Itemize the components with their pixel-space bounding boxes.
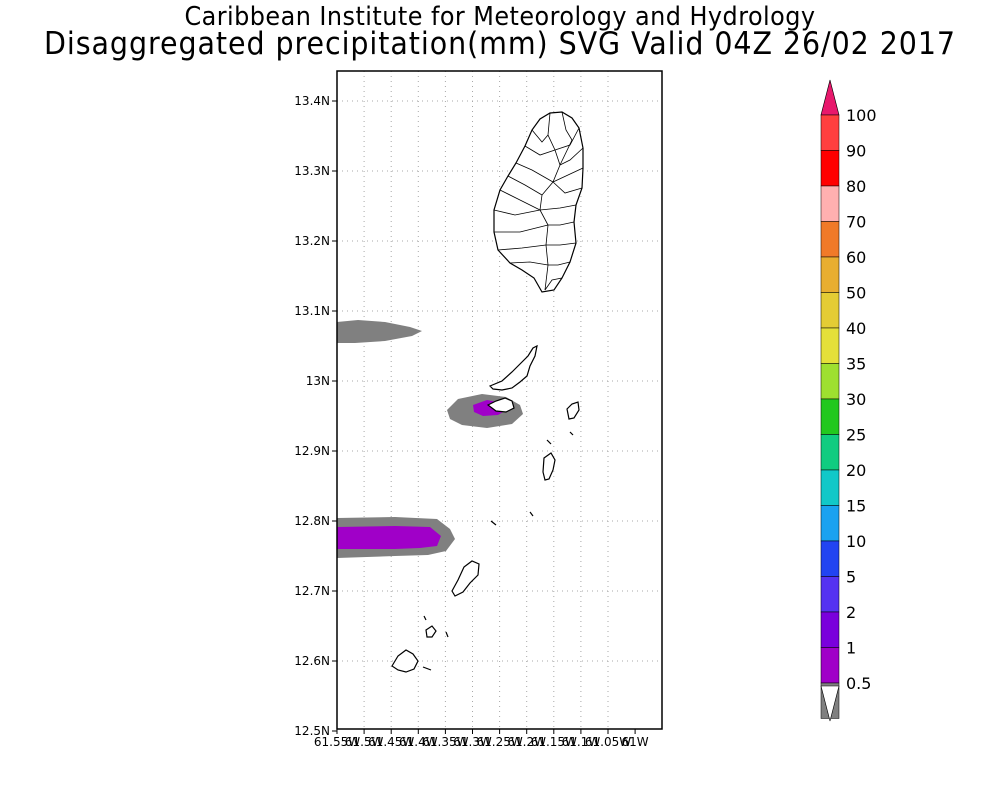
colorbar-box	[820, 611, 840, 648]
lat-tick-label: 13N	[306, 374, 330, 388]
islet-canouan-south	[529, 511, 534, 517]
precipitation-layer	[337, 320, 523, 558]
colorbar-bottom-arrow	[820, 685, 840, 722]
colorbar-box	[820, 469, 840, 506]
lon-tick-label: 61.45W	[368, 735, 414, 749]
lon-tick-label: 61W	[622, 735, 649, 749]
colorbar-label: 25	[846, 426, 866, 445]
lat-tick-label: 13.3N	[294, 164, 330, 178]
st-vincent-watersheds	[493, 111, 584, 291]
lat-tick-label: 12.7N	[294, 584, 330, 598]
colorbar-box	[820, 292, 840, 329]
colorbar-label: 35	[846, 355, 866, 374]
colorbar-box	[820, 505, 840, 542]
island-mustique	[566, 401, 580, 420]
colorbar-labels: 100 90 80 70 60 50 40 35 30 25 20 15 10 5 2 1 0.5	[846, 106, 877, 693]
colorbar-label: 50	[846, 284, 866, 303]
colorbar-box	[820, 647, 840, 684]
chart-title-line1: Caribbean Institute for Meteorology and …	[184, 2, 816, 32]
colorbar-label: 100	[846, 106, 877, 125]
colorbar-label: 40	[846, 319, 866, 338]
colorbar-box	[820, 576, 840, 613]
chart-title-line2: Disaggregated precipitation(mm) SVG Vali…	[44, 26, 956, 62]
colorbar-label: 15	[846, 497, 866, 516]
colorbar-label: 20	[846, 461, 866, 480]
colorbar-label: 10	[846, 532, 866, 551]
islet-north-canouan	[546, 439, 552, 445]
lon-tick-label: 61.25W	[476, 735, 522, 749]
colorbar-label: 0.5	[846, 674, 871, 693]
island-petit-martinique	[425, 625, 437, 638]
lon-tick-label: 61.2W	[507, 735, 546, 749]
island-st-vincent	[493, 111, 584, 293]
lat-tick-label: 13.4N	[294, 94, 330, 108]
map-plot-area	[336, 70, 663, 730]
colorbar-label: 70	[846, 213, 866, 232]
lat-tick-label: 13.2N	[294, 234, 330, 248]
colorbar-label: 1	[846, 639, 856, 658]
lat-tick-label: 12.6N	[294, 654, 330, 668]
lon-tick-label: 61.3W	[453, 735, 492, 749]
precip-area-2mm-south	[337, 526, 441, 549]
lat-tick-label: 12.5N	[294, 724, 330, 738]
islet-petit-martinique-east	[445, 631, 449, 638]
islet-union-north	[423, 615, 427, 621]
colorbar-box	[820, 398, 840, 435]
colorbar-box	[820, 150, 840, 187]
colorbar-boxes	[820, 114, 840, 719]
colorbar-box	[820, 221, 840, 258]
latitude-axis: 13.4N 13.3N 13.2N 13.1N 13N 12.9N 12.8N 12.7N 12…	[294, 94, 337, 738]
lon-tick-label: 61.1W	[562, 735, 601, 749]
lon-tick-label: 61.55W	[314, 735, 360, 749]
precip-area-0.5mm-north	[337, 320, 422, 343]
lon-tick-label: 61.15W	[531, 735, 577, 749]
colorbar-label: 30	[846, 390, 866, 409]
lat-tick-label: 12.8N	[294, 514, 330, 528]
colorbar-label: 2	[846, 603, 856, 622]
colorbar-label: 60	[846, 248, 866, 267]
lon-tick-label: 61.5W	[345, 735, 384, 749]
island-bequia	[488, 344, 538, 391]
islet-mustique-south	[569, 431, 574, 436]
colorbar-box	[820, 114, 840, 151]
colorbar-box	[820, 540, 840, 577]
lon-tick-label: 61.05W	[585, 735, 631, 749]
colorbar-box	[820, 363, 840, 400]
lon-tick-label: 61.35W	[422, 735, 468, 749]
lon-tick-label: 61.4W	[399, 735, 438, 749]
colorbar-box	[820, 434, 840, 471]
island-union	[451, 560, 480, 597]
colorbar-box	[820, 256, 840, 293]
colorbar-label: 80	[846, 177, 866, 196]
lat-tick-label: 12.9N	[294, 444, 330, 458]
island-carriacou	[391, 649, 419, 673]
longitude-axis: 61.55W61.5W61.45W61.4W61.35W61.3W61.25W6…	[314, 729, 649, 749]
colorbar-label: 5	[846, 568, 856, 587]
colorbar: 100 90 80 70 60 50 40 35 30 25 20 15 10 5 2 1 0.5	[820, 79, 877, 722]
lat-tick-label: 13.1N	[294, 304, 330, 318]
colorbar-top-arrow	[820, 79, 840, 116]
colorbar-box	[820, 185, 840, 222]
islet-bequia-south	[486, 397, 515, 413]
island-canouan	[542, 452, 556, 481]
colorbar-box	[820, 327, 840, 364]
coastline-layer	[391, 111, 584, 673]
graticule-grid	[337, 71, 662, 729]
islet-carriacou-east	[422, 666, 432, 671]
colorbar-label: 90	[846, 142, 866, 161]
island-mayreau	[490, 520, 497, 526]
